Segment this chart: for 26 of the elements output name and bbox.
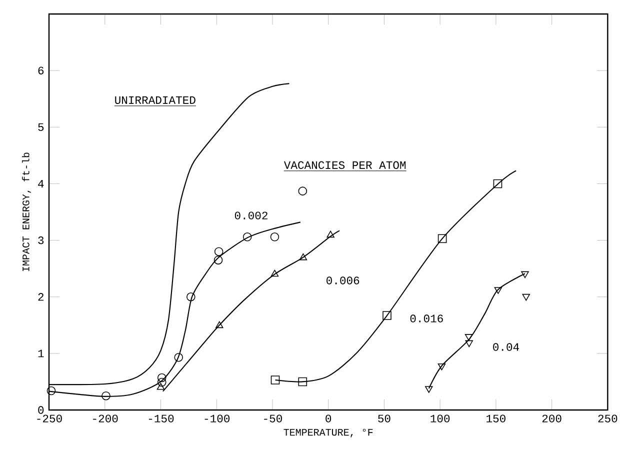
x-tick-label: 250 xyxy=(598,414,618,422)
annotation: UNIRRADIATED xyxy=(115,96,196,104)
y-tick-label: 4 xyxy=(38,180,44,188)
x-tick-label: -250 xyxy=(37,414,62,422)
x-tick-label: 150 xyxy=(486,414,506,422)
y-tick-label: 1 xyxy=(38,350,44,358)
annotation: 0.002 xyxy=(234,212,268,220)
x-tick-label: 50 xyxy=(378,414,390,422)
annotation: VACANCIES PER ATOM xyxy=(284,161,406,169)
x-tick-label: -150 xyxy=(148,414,174,422)
x-tick-label: -100 xyxy=(204,414,230,422)
annotation: 0.04 xyxy=(493,343,520,351)
x-tick-label: 100 xyxy=(430,414,450,422)
x-tick-label: -200 xyxy=(93,414,118,422)
y-tick-label: 3 xyxy=(38,236,44,244)
y-axis-title: IMPACT ENERGY, ft-lb xyxy=(22,152,32,272)
annotation: 0.016 xyxy=(410,314,443,322)
x-tick-label: 200 xyxy=(542,414,562,422)
x-axis-title: TEMPERATURE, °F xyxy=(284,428,373,438)
y-tick-label: 6 xyxy=(38,66,44,74)
y-tick-label: 0 xyxy=(38,406,44,414)
annotation: 0.006 xyxy=(326,276,360,284)
y-tick-label: 5 xyxy=(38,123,44,131)
x-tick-label: 0 xyxy=(326,414,332,422)
y-tick-label: 2 xyxy=(38,293,44,301)
x-tick-label: -50 xyxy=(264,414,282,422)
